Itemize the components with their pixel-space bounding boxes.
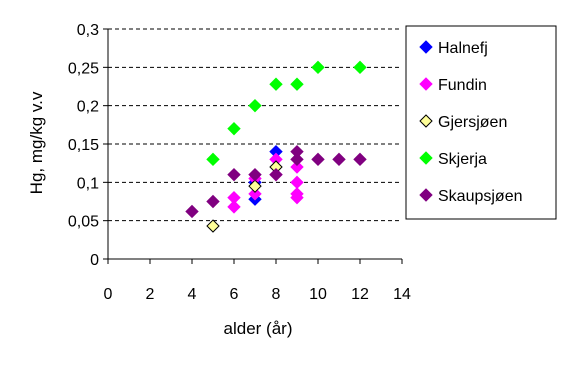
y-tick-label: 0,05 bbox=[68, 214, 99, 231]
y-tick-label: 0,3 bbox=[77, 22, 99, 39]
data-point bbox=[311, 152, 325, 167]
y-tick-label: 0,1 bbox=[77, 175, 99, 192]
x-tick-label: 10 bbox=[309, 286, 327, 303]
legend-label: Skaupsjøen bbox=[438, 188, 523, 205]
data-point bbox=[227, 167, 241, 182]
data-point bbox=[269, 77, 283, 91]
data-point bbox=[227, 190, 241, 205]
data-point bbox=[311, 60, 325, 75]
legend-label: Halnefj bbox=[438, 40, 488, 57]
x-axis-title: alder (år) bbox=[224, 319, 293, 338]
legend: Halnefj Fundin Gjersjøen Skjerja Skaupsjøen bbox=[405, 25, 557, 220]
data-point bbox=[290, 77, 304, 91]
data-point bbox=[206, 219, 220, 233]
x-tick-label: 12 bbox=[351, 286, 369, 303]
data-point bbox=[290, 175, 304, 190]
y-tick-label: 0,25 bbox=[68, 60, 99, 77]
y-tick-label: 0,2 bbox=[77, 99, 99, 116]
y-tick-labels: 0 0,05 0,1 0,15 0,2 0,25 0,3 bbox=[68, 22, 99, 269]
data-point bbox=[185, 204, 199, 219]
x-tick-label: 8 bbox=[272, 286, 281, 303]
y-tick-label: 0 bbox=[90, 252, 99, 269]
data-points bbox=[185, 60, 367, 233]
x-tick-label: 4 bbox=[188, 286, 197, 303]
data-point bbox=[269, 167, 283, 182]
legend-label: Skjerja bbox=[438, 151, 487, 168]
legend-marker bbox=[419, 114, 433, 128]
data-point bbox=[248, 167, 262, 182]
data-point bbox=[290, 152, 304, 167]
data-point bbox=[290, 160, 304, 174]
legend-marker bbox=[419, 188, 433, 202]
data-point bbox=[248, 179, 262, 193]
legend-label: Fundin bbox=[438, 77, 487, 94]
axes bbox=[103, 28, 403, 264]
x-tick-label: 0 bbox=[104, 286, 113, 303]
x-tick-labels: 0 2 4 6 8 10 12 14 bbox=[104, 286, 411, 303]
x-tick-label: 2 bbox=[146, 286, 155, 303]
legend-marker bbox=[419, 77, 433, 91]
grid-lines bbox=[108, 28, 402, 222]
data-point bbox=[206, 194, 220, 209]
x-tick-label: 14 bbox=[393, 286, 411, 303]
data-point bbox=[290, 187, 304, 201]
data-point bbox=[206, 152, 220, 167]
legend-marker bbox=[419, 40, 433, 54]
data-point bbox=[248, 98, 262, 113]
data-point bbox=[332, 152, 346, 167]
y-tick-label: 0,15 bbox=[68, 137, 99, 154]
data-point bbox=[248, 187, 262, 201]
data-point bbox=[353, 60, 367, 75]
data-point bbox=[227, 200, 241, 214]
x-tick-label: 6 bbox=[230, 286, 239, 303]
legend-label: Gjersjøen bbox=[438, 114, 507, 131]
y-axis-title: Hg, mg/kg v.v bbox=[27, 91, 46, 194]
legend-marker bbox=[419, 151, 433, 165]
data-point bbox=[227, 121, 241, 136]
data-point bbox=[353, 152, 367, 167]
